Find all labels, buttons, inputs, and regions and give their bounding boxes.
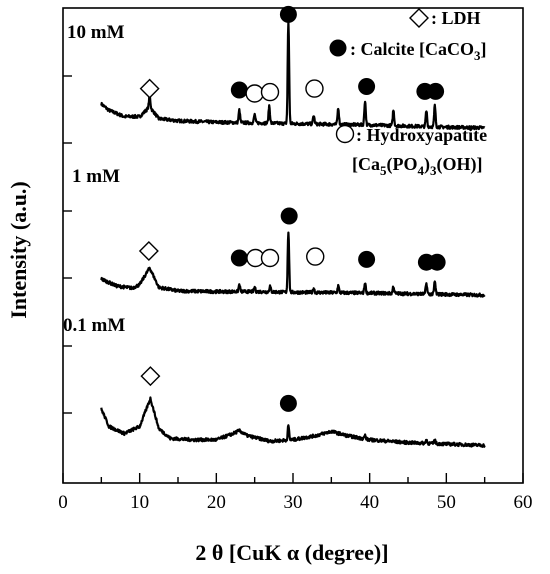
legend-hap-formula: [Ca5(PO4)3(OH)] (352, 154, 482, 178)
legend-ldh-label: : LDH (431, 8, 481, 28)
legend-ldh-diamond-icon (409, 8, 429, 28)
x-tick-label: 30 (284, 492, 303, 513)
ldh-diamond-marker (138, 241, 159, 261)
spectrum-trace (100, 231, 486, 298)
calcite-circle-marker (358, 250, 376, 268)
plot-area (62, 7, 524, 484)
calcite-circle-marker (279, 394, 297, 412)
peak-markers (138, 5, 446, 412)
x-axis-ticks: 0 10 20 30 40 50 60 (58, 473, 533, 513)
legend-calcite-label: : Calcite [CaCO3] (350, 39, 486, 63)
ldh-diamond-marker (139, 78, 160, 99)
x-tick-label: 40 (360, 492, 379, 513)
hydroxyapatite-circle-marker (260, 248, 280, 268)
legend-calcite-circle-icon (329, 39, 347, 57)
calcite-circle-marker (427, 82, 445, 100)
x-tick-label: 0 (58, 492, 68, 513)
plot-border (62, 7, 524, 484)
calcite-circle-marker (280, 207, 298, 225)
x-tick-label: 20 (207, 492, 226, 513)
y-axis-title: Intensity (a.u.) (6, 181, 31, 319)
calcite-circle-marker (279, 5, 297, 23)
series-label-0-1mm: 0.1 mM (63, 315, 125, 336)
spectrum-trace (100, 20, 486, 131)
calcite-circle-marker (230, 81, 248, 99)
series-label-10mm: 10 mM (67, 22, 125, 43)
hydroxyapatite-circle-marker (260, 82, 280, 102)
spectrum-trace (100, 396, 486, 448)
hydroxyapatite-circle-marker (305, 79, 324, 98)
calcite-circle-marker (230, 249, 248, 267)
x-tick-label: 50 (437, 492, 456, 513)
x-tick-label: 10 (130, 492, 149, 513)
hydroxyapatite-circle-marker (245, 84, 264, 103)
calcite-circle-marker (428, 253, 446, 271)
legend-hap-label: : Hydroxyapatite (356, 125, 487, 145)
y-axis-ticks (63, 75, 72, 414)
legend: : LDH : Calcite [CaCO3] : Hydroxyapatite… (329, 8, 487, 178)
ldh-diamond-marker (140, 366, 161, 387)
x-axis-title: 2 θ [CuK α (degree)] (195, 540, 388, 565)
series-label-1mm: 1 mM (72, 166, 120, 187)
x-tick-label: 60 (514, 492, 533, 513)
hydroxyapatite-circle-marker (306, 247, 325, 266)
spectra (100, 20, 486, 448)
legend-hap-circle-icon (335, 124, 355, 144)
calcite-circle-marker (358, 78, 376, 95)
